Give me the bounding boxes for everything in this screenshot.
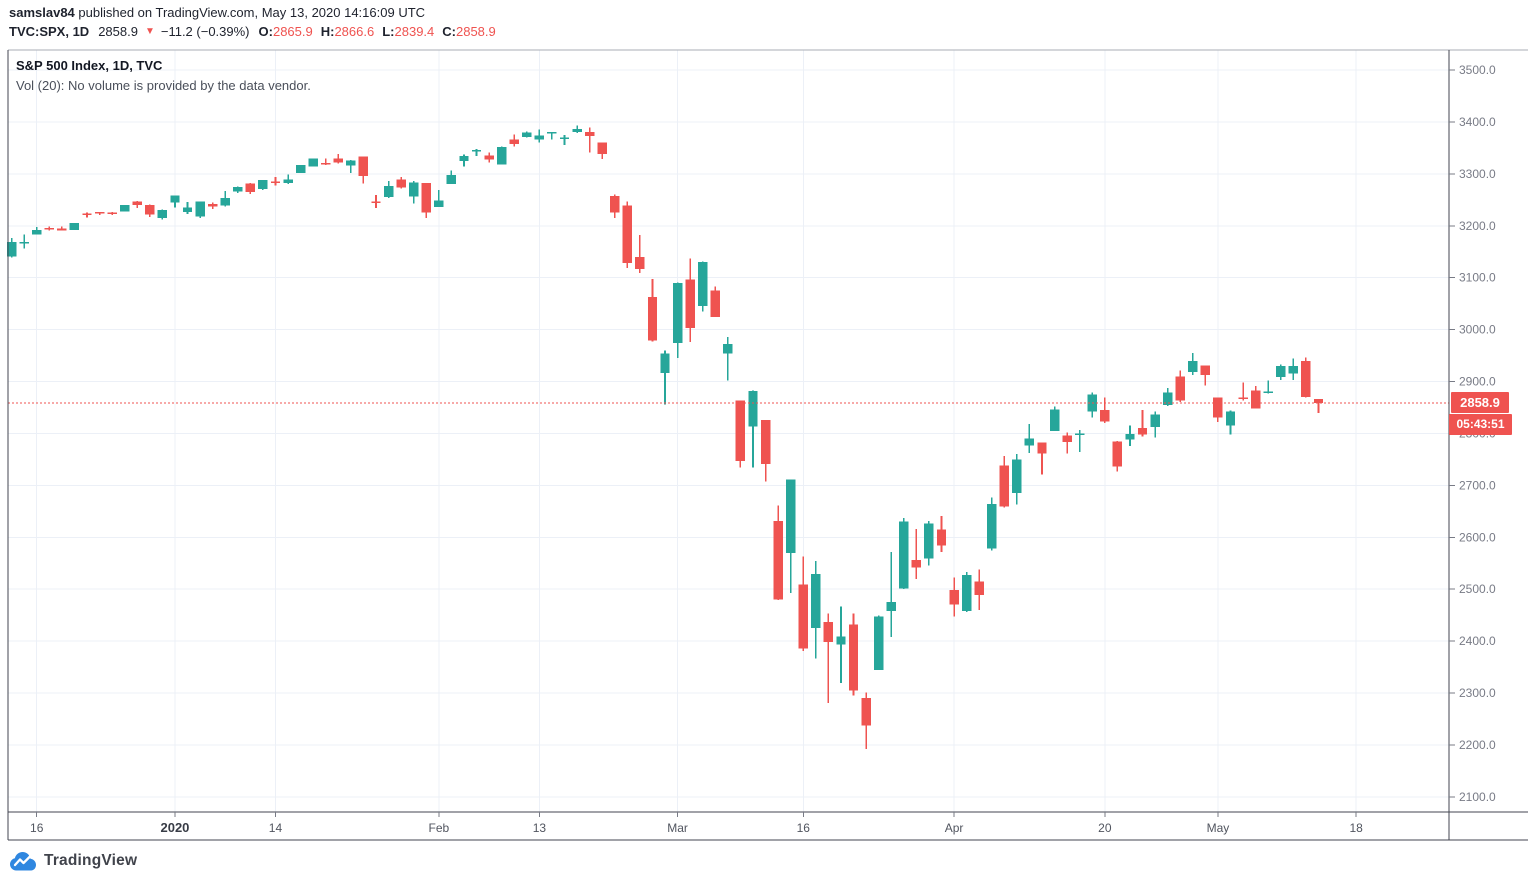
high-value: H:2866.6: [321, 24, 374, 39]
svg-text:20: 20: [1098, 821, 1112, 835]
svg-text:16: 16: [797, 821, 811, 835]
svg-text:3500.0: 3500.0: [1459, 63, 1496, 77]
svg-text:3300.0: 3300.0: [1459, 167, 1496, 181]
close-value: C:2858.9: [442, 24, 495, 39]
svg-text:3200.0: 3200.0: [1459, 219, 1496, 233]
svg-text:2600.0: 2600.0: [1459, 530, 1496, 544]
open-number: 2865.9: [272, 24, 313, 39]
vertical-gridlines: [36, 50, 1357, 812]
svg-text:13: 13: [533, 821, 547, 835]
symbol-ohlc-bar: TVC:SPX, 1D 2858.9 ▼ −11.2 (−0.39%) O:28…: [9, 24, 504, 39]
svg-text:2900.0: 2900.0: [1459, 375, 1496, 389]
close-number: 2858.9: [455, 24, 496, 39]
last-price-tag: 2858.9: [1451, 391, 1509, 413]
chart-legend-title[interactable]: S&P 500 Index, 1D, TVC: [16, 58, 163, 73]
triangle-down-icon: ▼: [144, 26, 155, 37]
high-number: 2866.6: [334, 24, 375, 39]
high-label: H:: [320, 24, 335, 39]
publish-info-bar: samslav84 published on TradingView.com, …: [9, 5, 425, 20]
svg-text:16: 16: [30, 821, 44, 835]
svg-text:Mar: Mar: [667, 821, 688, 835]
volume-indicator-note: Vol (20): No volume is provided by the d…: [16, 78, 311, 93]
price-axis[interactable]: 3500.0 3400.0 3300.0 3200.0 3100.0 3000.0 2900…: [1449, 63, 1496, 804]
low-value: L:2839.4: [382, 24, 434, 39]
horizontal-gridlines: [8, 69, 1449, 798]
tradingview-logo[interactable]: TradingView: [9, 846, 137, 876]
open-value: O:2865.9: [259, 24, 313, 39]
chart-legend: S&P 500 Index, 1D, TVC Vol (20): No volu…: [16, 58, 311, 94]
svg-text:2400.0: 2400.0: [1459, 634, 1496, 648]
candles-layer[interactable]: [6, 125, 1324, 750]
svg-text:2200.0: 2200.0: [1459, 738, 1496, 752]
svg-text:14: 14: [269, 821, 283, 835]
svg-text:Apr: Apr: [945, 821, 964, 835]
svg-text:18: 18: [1349, 821, 1363, 835]
svg-text:2500.0: 2500.0: [1459, 582, 1496, 596]
svg-text:3400.0: 3400.0: [1459, 115, 1496, 129]
low-number: 2839.4: [394, 24, 435, 39]
svg-text:2100.0: 2100.0: [1459, 790, 1496, 804]
username-link[interactable]: samslav84: [9, 5, 75, 20]
tradingview-wordmark: TradingView: [44, 852, 138, 869]
svg-text:2300.0: 2300.0: [1459, 686, 1496, 700]
svg-text:2020: 2020: [160, 820, 189, 835]
price-change-value: −11.2 (−0.39%): [160, 24, 250, 39]
publish-info-text: published on TradingView.com, May 13, 20…: [74, 5, 426, 20]
symbol-name: TVC:SPX, 1D: [9, 24, 90, 39]
time-axis[interactable]: 16 2020 14 Feb 13 Mar 16 Apr 20 May 18: [30, 812, 1363, 835]
close-label: C:: [442, 24, 456, 39]
svg-text:3100.0: 3100.0: [1459, 271, 1496, 285]
tradingview-cloud-icon: [10, 852, 36, 871]
svg-text:Feb: Feb: [429, 821, 450, 835]
svg-text:May: May: [1207, 821, 1230, 835]
svg-text:3000.0: 3000.0: [1459, 323, 1496, 337]
low-label: L:: [382, 24, 395, 39]
last-price-value: 2858.9: [98, 24, 138, 39]
svg-text:2700.0: 2700.0: [1459, 478, 1496, 492]
pane-borders: [7, 49, 1528, 841]
countdown-tag: 05:43:51: [1449, 413, 1512, 435]
open-label: O:: [258, 24, 273, 39]
